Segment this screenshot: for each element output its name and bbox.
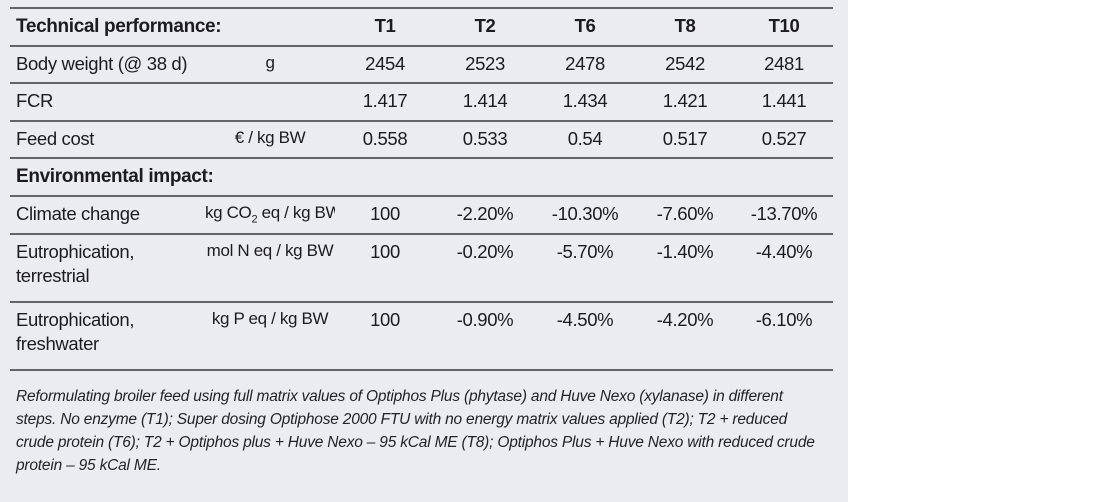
cell-value: 2523 [465,53,505,75]
cell-value: 1.417 [362,90,408,112]
cell-value: -0.20% [456,240,514,262]
row-unit: kg P eq / kg BW [211,308,329,328]
caption-line: protein – 95 kCal ME. [16,456,161,474]
cell-value: 100 [370,240,400,262]
column-header-t6: T6 [574,15,596,36]
caption-line: Reformulating broiler feed using full ma… [16,387,783,405]
column-header-t10: T10 [768,15,800,36]
cell-value: -4.50% [556,308,614,330]
table-row-fcr: FCR 1.417 1.414 1.434 1.421 1.441 [10,83,834,121]
cell-value: 1.414 [462,90,508,112]
table-caption: Reformulating broiler feed using full ma… [16,385,848,477]
cell-value: 1.421 [662,90,708,112]
cell-value: 0.527 [761,127,807,149]
cell-value: -6.10% [755,308,813,330]
cell-value: 0.517 [662,127,708,149]
cell-value: -4.20% [656,308,714,330]
table-row-feed-cost: Feed cost € / kg BW 0.558 0.533 0.54 0.5… [10,121,834,159]
cell-value: 0.533 [462,127,508,149]
cell-value: 1.434 [562,90,608,112]
table-row-eutrophication-freshwater: Eutrophication, freshwater kg P eq / kg B… [10,302,834,370]
article-table-panel: Technical performance: T1 T2 T6 T8 T10 B… [0,0,848,502]
row-label: FCR [16,90,53,112]
cell-value: -5.70% [556,240,614,262]
row-label: Eutrophication, terrestrial [16,240,135,287]
section-title-technical: Technical performance: [16,16,222,37]
cell-value: 2454 [365,53,405,75]
caption-line: crude protein (T6); T2 + Optiphos plus +… [16,433,815,451]
column-header-t1: T1 [374,15,396,36]
column-header-t8: T8 [674,15,696,36]
row-unit: g [265,53,275,73]
row-unit: kg CO2 eq / kg BW [205,203,336,226]
section-header-environmental: Environmental impact: [10,158,834,197]
cell-value: 2478 [565,53,605,75]
row-label: Climate change [16,203,140,225]
table-row-body-weight: Body weight (@ 38 d) g 2454 2523 2478 25… [10,46,834,84]
cell-value: -10.30% [551,203,619,225]
cell-value: 2542 [665,53,705,75]
cell-value: 2481 [764,53,804,75]
cell-value: -4.40% [755,240,813,262]
row-unit: mol N eq / kg BW [206,240,334,260]
row-label: Eutrophication, freshwater [16,308,135,355]
table-row-climate-change: Climate change kg CO2 eq / kg BW 100 -2.… [10,196,834,234]
cell-value: 1.441 [761,90,807,112]
cell-value: 100 [370,203,400,225]
cell-value: 0.558 [362,127,408,149]
row-label: Feed cost [16,127,95,149]
row-unit: € / kg BW [234,127,306,147]
cell-value: 100 [370,308,400,330]
cell-value: -2.20% [456,203,514,225]
cell-value: -1.40% [656,240,714,262]
cell-value: 0.54 [567,127,603,149]
column-header-t2: T2 [474,15,496,36]
table-header-row: Technical performance: T1 T2 T6 T8 T10 [10,8,834,47]
row-label: Body weight (@ 38 d) [16,53,188,75]
row-unit [205,83,335,120]
caption-line: steps. No enzyme (T1); Super dosing Opti… [16,410,788,428]
performance-table: Technical performance: T1 T2 T6 T8 T10 B… [10,7,834,371]
co2-subscript: 2 [251,213,258,226]
section-title-environmental: Environmental impact: [16,166,214,188]
cell-value: -0.90% [456,308,514,330]
cell-value: -13.70% [750,203,818,225]
table-row-eutrophication-terrestrial: Eutrophication, terrestrial mol N eq / kg… [10,234,834,302]
cell-value: -7.60% [656,203,714,225]
